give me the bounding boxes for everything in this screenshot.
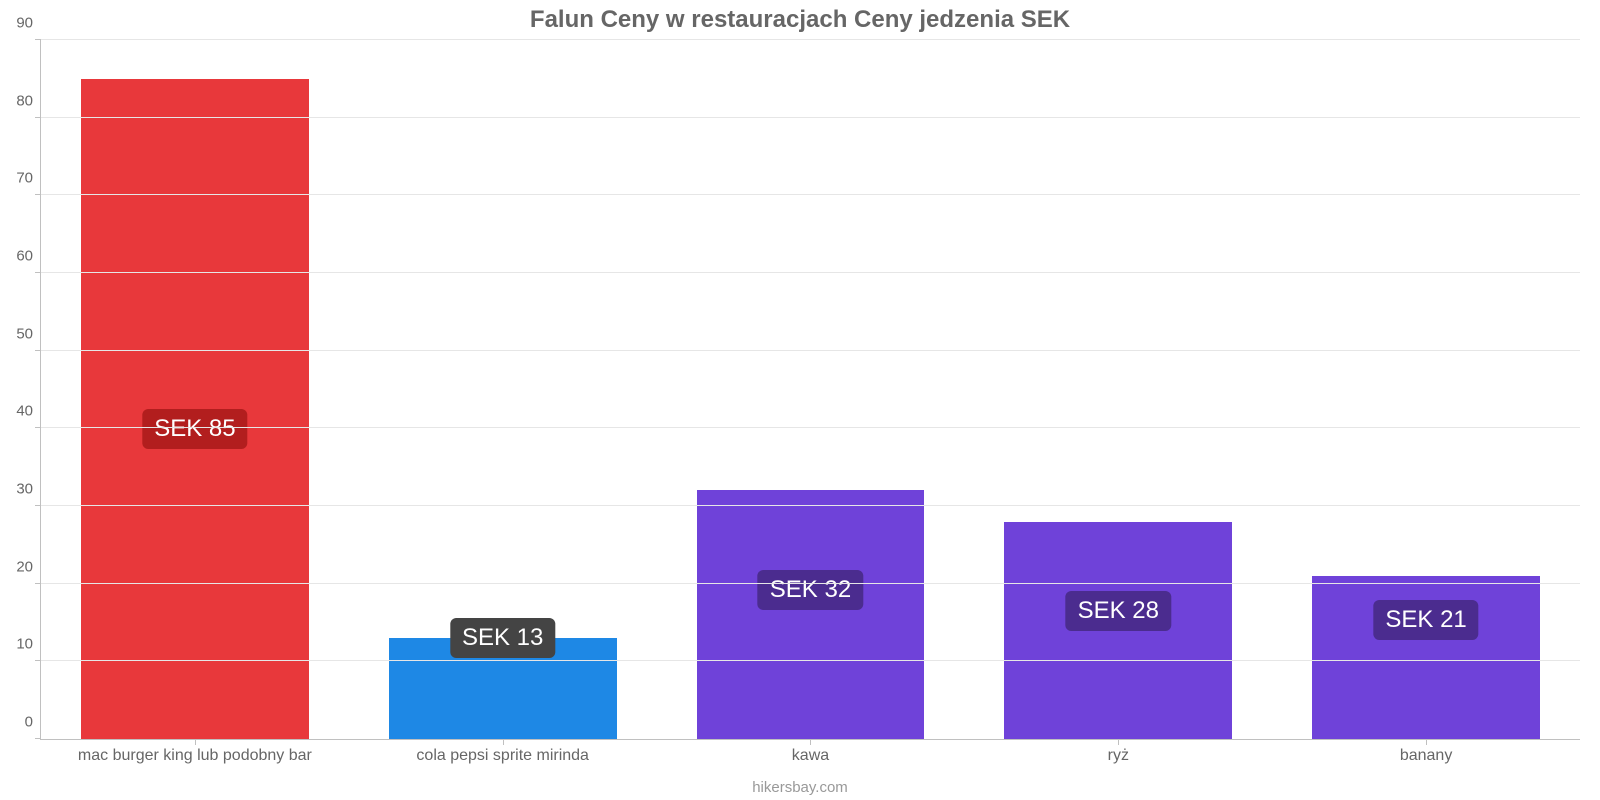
value-badge: SEK 85 <box>142 409 247 449</box>
gridline <box>41 272 1580 273</box>
ytick-label: 50 <box>16 325 41 342</box>
gridline <box>41 350 1580 351</box>
ytick-mark <box>35 350 41 351</box>
ytick-label: 70 <box>16 170 41 187</box>
ytick-mark <box>35 117 41 118</box>
bars-container: SEK 85mac burger king lub podobny barSEK… <box>41 40 1580 739</box>
xtick-label: banany <box>1400 739 1453 765</box>
ytick-mark <box>35 505 41 506</box>
gridline <box>41 117 1580 118</box>
ytick-mark <box>35 39 41 40</box>
gridline <box>41 505 1580 506</box>
ytick-label: 80 <box>16 92 41 109</box>
bar-slot: SEK 21banany <box>1272 40 1580 739</box>
ytick-label: 40 <box>16 403 41 420</box>
gridline <box>41 39 1580 40</box>
gridline <box>41 194 1580 195</box>
ytick-mark <box>35 583 41 584</box>
chart-title: Falun Ceny w restauracjach Ceny jedzenia… <box>0 6 1600 34</box>
xtick-label: kawa <box>792 739 829 765</box>
bar: SEK 28 <box>1004 522 1232 739</box>
bar-slot: SEK 13cola pepsi sprite mirinda <box>349 40 657 739</box>
bar-slot: SEK 28ryż <box>964 40 1272 739</box>
gridline <box>41 660 1580 661</box>
ytick-mark <box>35 272 41 273</box>
ytick-label: 20 <box>16 558 41 575</box>
bar-slot: SEK 85mac burger king lub podobny bar <box>41 40 349 739</box>
bar-slot: SEK 32kawa <box>657 40 965 739</box>
ytick-label: 90 <box>16 15 41 32</box>
ytick-label: 10 <box>16 636 41 653</box>
bar: SEK 21 <box>1312 576 1540 739</box>
xtick-label: mac burger king lub podobny bar <box>78 739 312 765</box>
ytick-mark <box>35 738 41 739</box>
gridline <box>41 583 1580 584</box>
value-badge: SEK 28 <box>1066 591 1171 631</box>
ytick-label: 30 <box>16 481 41 498</box>
value-badge: SEK 21 <box>1373 600 1478 640</box>
value-badge: SEK 32 <box>758 570 863 610</box>
xtick-label: ryż <box>1108 739 1129 765</box>
ytick-mark <box>35 427 41 428</box>
price-bar-chart: Falun Ceny w restauracjach Ceny jedzenia… <box>0 0 1600 800</box>
ytick-label: 60 <box>16 248 41 265</box>
value-badge: SEK 13 <box>450 618 555 658</box>
gridline <box>41 427 1580 428</box>
bar: SEK 13 <box>389 638 617 739</box>
ytick-label: 0 <box>25 714 41 731</box>
bar: SEK 32 <box>697 490 925 739</box>
xtick-label: cola pepsi sprite mirinda <box>416 739 589 765</box>
ytick-mark <box>35 194 41 195</box>
attribution-text: hikersbay.com <box>0 779 1600 796</box>
bar: SEK 85 <box>81 79 309 739</box>
ytick-mark <box>35 660 41 661</box>
plot-area: SEK 85mac burger king lub podobny barSEK… <box>40 40 1580 740</box>
